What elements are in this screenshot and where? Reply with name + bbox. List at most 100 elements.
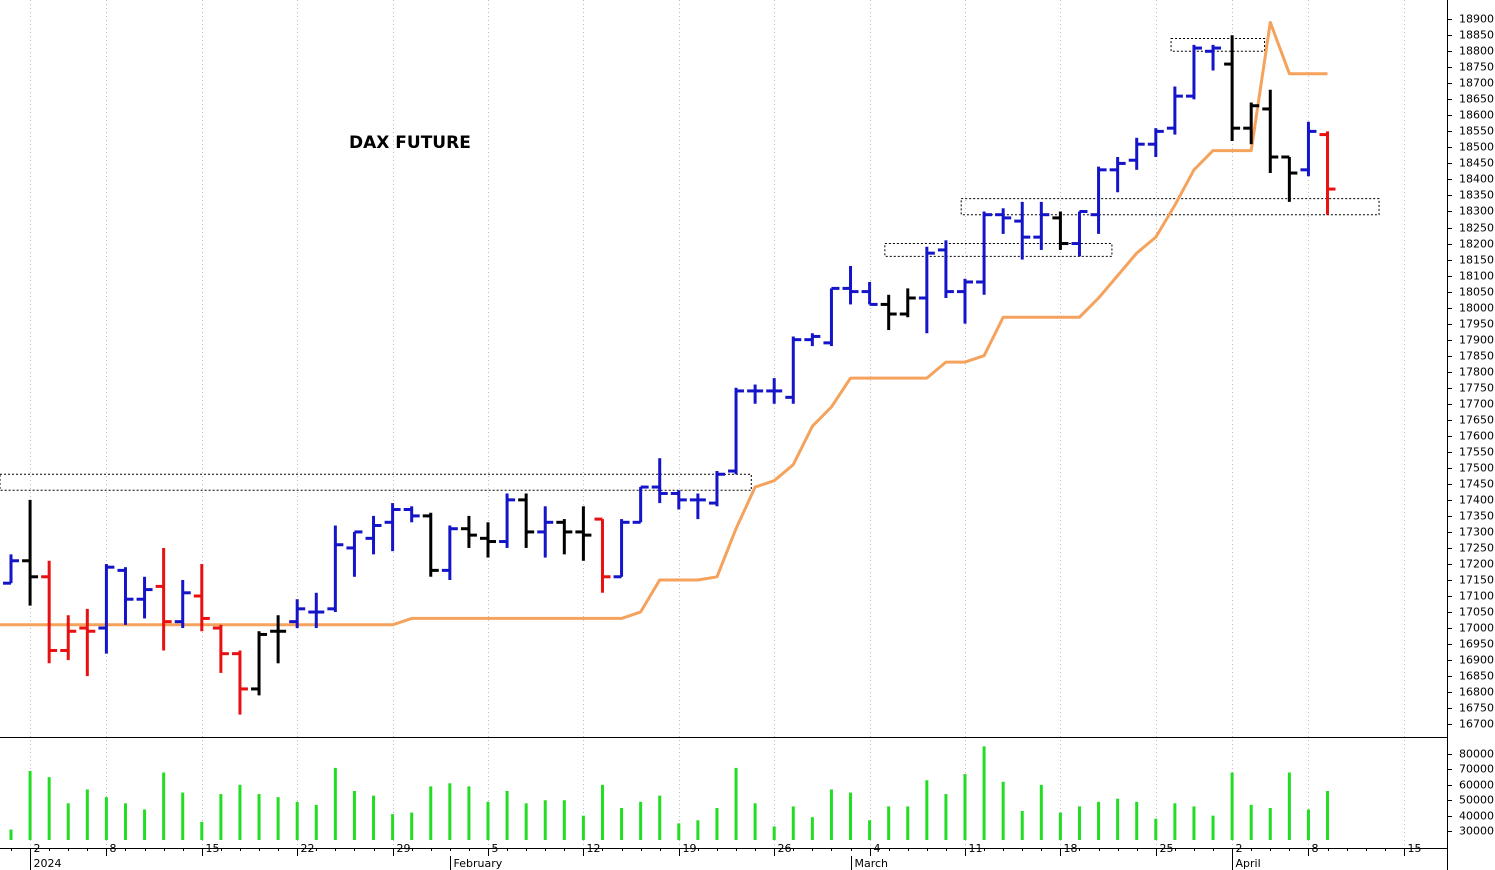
x-tick-label: 5 bbox=[492, 842, 499, 855]
volume-bar bbox=[925, 780, 929, 840]
volume-bar bbox=[47, 777, 51, 840]
x-tick-label: 29 bbox=[397, 842, 411, 855]
y-tick-label: 17550 bbox=[1459, 446, 1494, 459]
x-tick-label: 22 bbox=[301, 842, 315, 855]
month-label: 2024 bbox=[34, 857, 62, 870]
volume-bar bbox=[677, 823, 681, 840]
x-tick-label: 18 bbox=[1064, 842, 1078, 855]
volume-bar bbox=[1287, 772, 1291, 840]
volume-bar bbox=[581, 815, 585, 840]
y-tick-label: 50000 bbox=[1459, 794, 1494, 807]
x-tick-label: 26 bbox=[778, 842, 792, 855]
volume-bar bbox=[238, 784, 242, 840]
volume-bar bbox=[295, 801, 299, 840]
y-tick-label: 17800 bbox=[1459, 366, 1494, 379]
volume-bar bbox=[1173, 803, 1177, 840]
y-tick-label: 17950 bbox=[1459, 318, 1494, 331]
volume-bar bbox=[1020, 811, 1024, 840]
y-tick-label: 18450 bbox=[1459, 157, 1494, 170]
y-tick-label: 60000 bbox=[1459, 779, 1494, 792]
zone bbox=[960, 198, 1380, 216]
x-tick-label: 11 bbox=[969, 842, 983, 855]
y-tick-label: 18900 bbox=[1459, 13, 1494, 26]
y-tick-label: 18400 bbox=[1459, 173, 1494, 186]
y-tick-label: 16750 bbox=[1459, 702, 1494, 715]
volume-bar bbox=[639, 801, 643, 840]
volume-bar bbox=[753, 803, 757, 840]
volume-bar bbox=[448, 783, 452, 840]
y-tick-label: 18850 bbox=[1459, 29, 1494, 42]
y-tick-label: 17900 bbox=[1459, 334, 1494, 347]
x-tick-label: 15 bbox=[206, 842, 220, 855]
x-tick-label: 15 bbox=[1408, 842, 1422, 855]
y-tick-label: 17650 bbox=[1459, 414, 1494, 427]
month-label: February bbox=[454, 857, 503, 870]
volume-bar bbox=[1249, 804, 1253, 840]
y-tick-label: 17850 bbox=[1459, 350, 1494, 363]
x-tick-label: 4 bbox=[874, 842, 881, 855]
volume-bar bbox=[944, 794, 948, 840]
y-tick-label: 18300 bbox=[1459, 205, 1494, 218]
x-tick-label: 2 bbox=[1236, 842, 1243, 855]
y-tick-label: 30000 bbox=[1459, 825, 1494, 838]
volume-bar bbox=[162, 772, 166, 840]
y-tick-label: 17000 bbox=[1459, 622, 1494, 635]
volume-bar bbox=[734, 767, 738, 840]
volume-bar bbox=[181, 792, 185, 840]
volume-bar bbox=[810, 817, 814, 840]
y-tick-label: 17750 bbox=[1459, 382, 1494, 395]
y-tick-label: 16900 bbox=[1459, 654, 1494, 667]
volume-bar bbox=[868, 820, 872, 840]
volume-bar bbox=[1268, 807, 1272, 840]
volume-bar bbox=[829, 789, 833, 840]
y-tick-label: 16700 bbox=[1459, 718, 1494, 731]
volume-bar bbox=[772, 826, 776, 840]
y-tick-label: 18700 bbox=[1459, 77, 1494, 90]
volume-bar bbox=[562, 800, 566, 840]
y-tick-label: 18650 bbox=[1459, 93, 1494, 106]
y-tick-label: 18150 bbox=[1459, 254, 1494, 267]
volume-bar bbox=[620, 807, 624, 840]
y-tick-label: 16950 bbox=[1459, 638, 1494, 651]
y-tick-label: 17150 bbox=[1459, 574, 1494, 587]
volume-bar bbox=[1001, 781, 1005, 840]
stop-line bbox=[0, 20, 1328, 627]
volume-bar bbox=[1116, 798, 1120, 840]
y-tick-label: 18750 bbox=[1459, 61, 1494, 74]
volume-bar bbox=[1077, 806, 1081, 840]
volume-bar bbox=[963, 774, 967, 840]
volume-bar bbox=[372, 795, 376, 840]
chart-title: DAX FUTURE bbox=[349, 133, 471, 153]
volume-bar bbox=[1326, 791, 1330, 840]
volume-bar bbox=[257, 794, 261, 840]
volume-bar bbox=[600, 784, 604, 840]
volume-bar bbox=[1192, 806, 1196, 840]
volume-bar bbox=[123, 803, 127, 840]
y-tick-label: 18350 bbox=[1459, 189, 1494, 202]
y-tick-label: 80000 bbox=[1459, 748, 1494, 761]
x-tick-label: 12 bbox=[587, 842, 601, 855]
volume-bar bbox=[333, 767, 337, 840]
volume-bar bbox=[524, 803, 528, 840]
volume-bar bbox=[276, 797, 280, 840]
y-tick-label: 18050 bbox=[1459, 286, 1494, 299]
volume-bar bbox=[849, 792, 853, 840]
volume-bar bbox=[1211, 815, 1215, 840]
y-tick-label: 18550 bbox=[1459, 125, 1494, 138]
volume-bar bbox=[391, 814, 395, 840]
volume-bar bbox=[715, 807, 719, 840]
zone bbox=[1170, 37, 1266, 52]
zone bbox=[884, 243, 1113, 257]
y-tick-label: 17450 bbox=[1459, 478, 1494, 491]
volume-bar bbox=[486, 801, 490, 840]
volume-bar bbox=[66, 803, 70, 840]
y-tick-label: 17350 bbox=[1459, 510, 1494, 523]
volume-bar bbox=[887, 806, 891, 840]
volume-bar bbox=[1039, 784, 1043, 840]
volume-bar bbox=[658, 795, 662, 840]
volume-bar bbox=[906, 806, 910, 840]
x-tick-label: 2 bbox=[34, 842, 41, 855]
y-tick-label: 18800 bbox=[1459, 45, 1494, 58]
